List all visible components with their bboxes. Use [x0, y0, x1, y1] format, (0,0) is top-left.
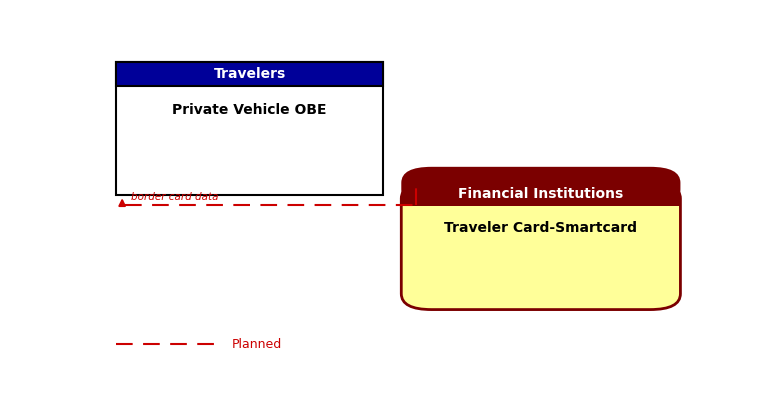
Text: border card data: border card data [132, 192, 218, 202]
Text: Financial Institutions: Financial Institutions [458, 187, 623, 201]
Text: Planned: Planned [232, 338, 282, 351]
FancyBboxPatch shape [402, 183, 680, 309]
Bar [116, 62, 383, 195]
Bar [116, 62, 383, 86]
Text: Travelers: Travelers [214, 67, 286, 81]
Text: Private Vehicle OBE: Private Vehicle OBE [172, 103, 327, 117]
Text: Traveler Card-Smartcard: Traveler Card-Smartcard [445, 221, 637, 235]
Bar [402, 193, 680, 206]
FancyBboxPatch shape [402, 167, 680, 206]
